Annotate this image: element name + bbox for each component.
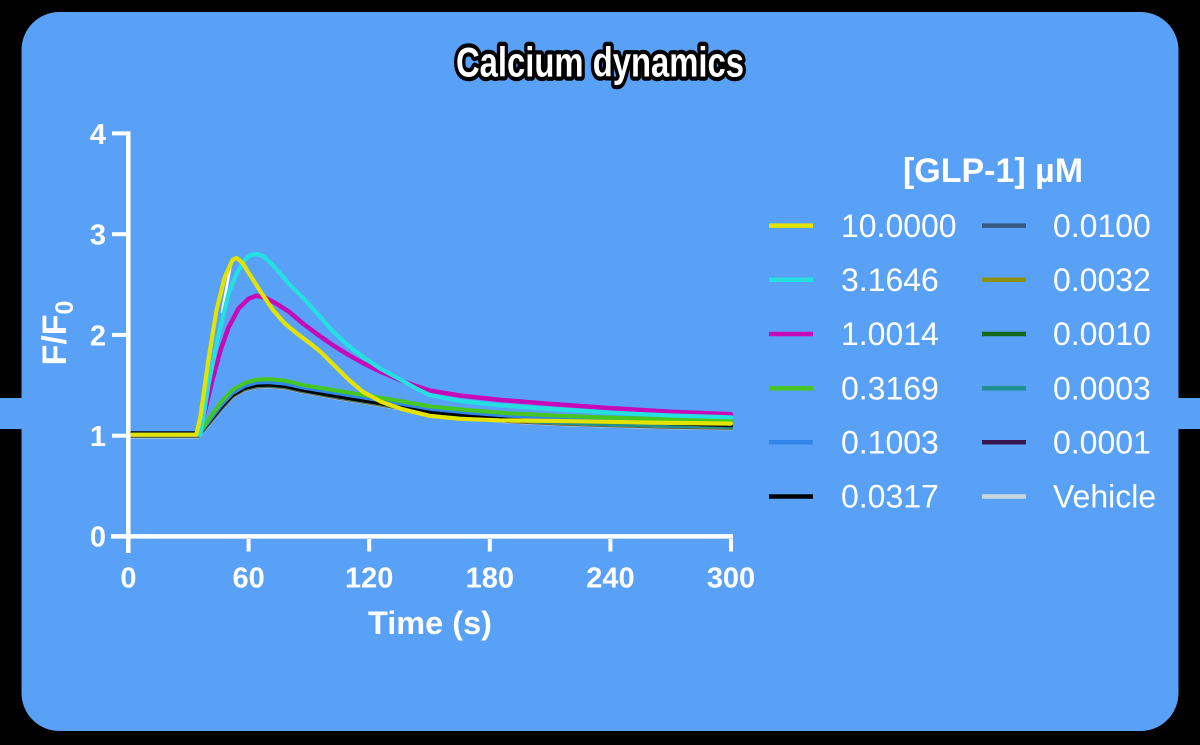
svg-text:4: 4 — [90, 119, 106, 151]
svg-text:180: 180 — [466, 563, 514, 595]
svg-text:300: 300 — [707, 563, 755, 595]
svg-text:2: 2 — [90, 320, 106, 352]
svg-text:[GLP-1] µM: [GLP-1] µM — [903, 152, 1083, 190]
svg-text:120: 120 — [345, 563, 393, 595]
svg-text:0: 0 — [90, 522, 106, 554]
svg-text:0.0001: 0.0001 — [1053, 425, 1151, 461]
svg-text:0: 0 — [120, 563, 136, 595]
svg-text:Calcium dynamics: Calcium dynamics — [456, 39, 744, 86]
svg-text:0.0010: 0.0010 — [1053, 316, 1151, 352]
svg-text:240: 240 — [586, 563, 634, 595]
svg-text:0.0032: 0.0032 — [1053, 262, 1151, 298]
svg-text:0.0317: 0.0317 — [841, 479, 939, 515]
svg-text:0.3169: 0.3169 — [841, 370, 939, 406]
svg-text:3: 3 — [90, 220, 106, 252]
svg-text:0.0100: 0.0100 — [1053, 208, 1151, 244]
svg-text:10.0000: 10.0000 — [841, 208, 957, 244]
svg-text:1: 1 — [90, 421, 106, 453]
svg-text:Vehicle: Vehicle — [1053, 479, 1156, 515]
svg-text:0.0003: 0.0003 — [1053, 370, 1151, 406]
svg-text:1.0014: 1.0014 — [841, 316, 939, 352]
svg-text:60: 60 — [232, 563, 264, 595]
svg-text:0.1003: 0.1003 — [841, 425, 939, 461]
svg-text:Time (s): Time (s) — [368, 605, 492, 641]
svg-text:3.1646: 3.1646 — [841, 262, 939, 298]
